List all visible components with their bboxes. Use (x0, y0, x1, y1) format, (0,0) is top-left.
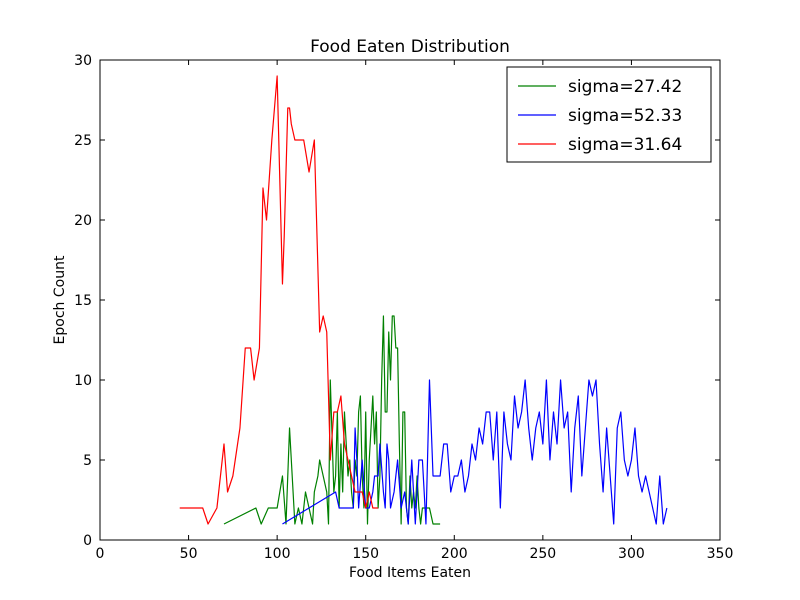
y-tick-label: 0 (83, 533, 92, 549)
legend-label-2: sigma=31.64 (568, 135, 682, 155)
legend: sigma=27.42 sigma=52.33 sigma=31.64 (506, 66, 712, 163)
y-tick-label: 20 (74, 213, 92, 229)
tick-layer: 0 50 100 150 200 250 300 350 0 5 10 15 20 25 30 (74, 53, 733, 562)
x-tick-label: 300 (618, 546, 645, 562)
y-tick-label: 10 (74, 373, 92, 389)
x-tick-label: 100 (264, 546, 291, 562)
y-tick-label: 15 (74, 293, 92, 309)
x-tick-label: 150 (352, 546, 379, 562)
x-tick-label: 50 (180, 546, 198, 562)
y-tick-label: 30 (74, 53, 92, 69)
x-tick-label: 0 (96, 546, 105, 562)
x-tick-label: 350 (707, 546, 734, 562)
y-tick-label: 5 (83, 453, 92, 469)
series-layer (179, 75, 668, 525)
legend-label-0: sigma=27.42 (568, 77, 682, 97)
x-tick-label: 200 (441, 546, 468, 562)
chart-title: Food Eaten Distribution (310, 37, 510, 57)
y-tick-label: 25 (74, 133, 92, 149)
x-axis-label: Food Items Eaten (349, 565, 471, 581)
legend-label-1: sigma=52.33 (568, 106, 682, 126)
y-axis-label: Epoch Count (52, 255, 68, 344)
series-line-2 (179, 75, 379, 525)
x-tick-label: 250 (529, 546, 556, 562)
series-line-1 (282, 379, 668, 525)
